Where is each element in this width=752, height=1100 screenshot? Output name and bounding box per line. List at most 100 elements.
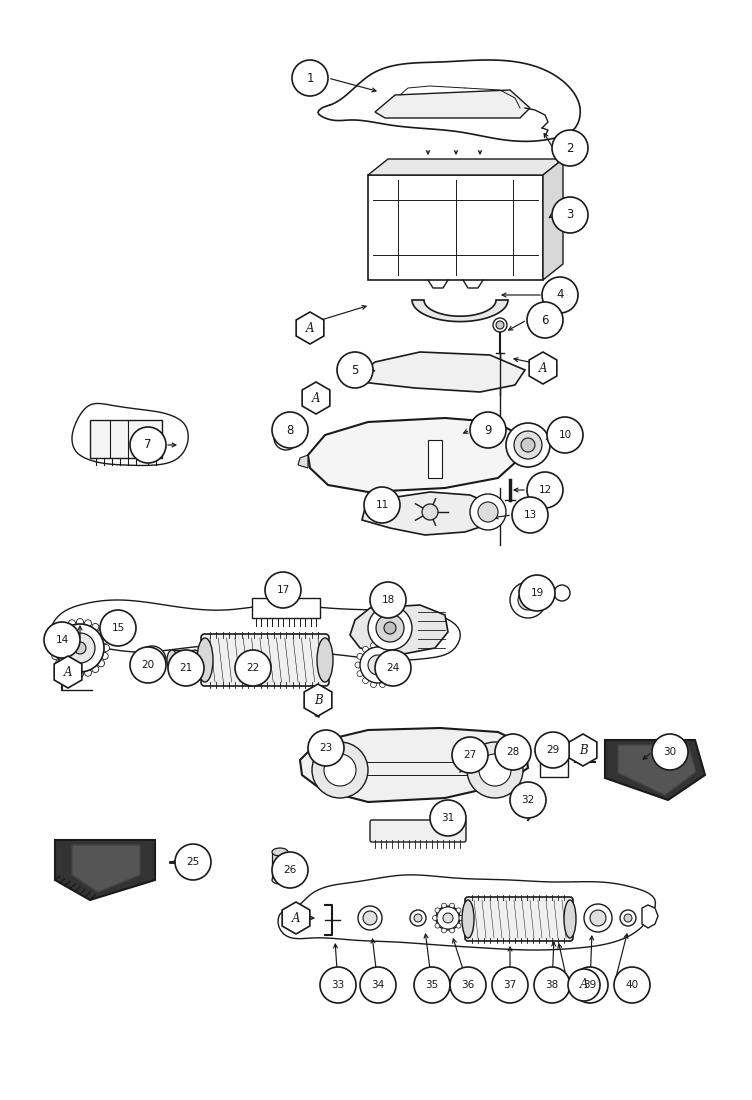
Circle shape: [274, 426, 298, 450]
Circle shape: [521, 438, 535, 452]
Circle shape: [68, 619, 75, 627]
Text: 37: 37: [503, 980, 517, 990]
Circle shape: [368, 654, 388, 675]
Circle shape: [395, 662, 401, 668]
Circle shape: [547, 417, 583, 453]
Circle shape: [441, 903, 447, 909]
Bar: [148, 656, 156, 664]
Circle shape: [506, 424, 550, 468]
Circle shape: [430, 800, 466, 836]
Circle shape: [44, 621, 80, 658]
Circle shape: [452, 737, 488, 773]
Circle shape: [414, 967, 450, 1003]
Circle shape: [512, 497, 548, 534]
Circle shape: [362, 678, 368, 683]
Circle shape: [368, 606, 412, 650]
Circle shape: [98, 629, 105, 636]
Circle shape: [324, 754, 356, 786]
Text: 30: 30: [663, 747, 677, 757]
Polygon shape: [304, 684, 332, 716]
Circle shape: [450, 967, 486, 1003]
Text: 34: 34: [371, 980, 384, 990]
Polygon shape: [362, 492, 500, 535]
Polygon shape: [278, 874, 656, 950]
Circle shape: [579, 759, 585, 764]
Circle shape: [393, 653, 399, 659]
Circle shape: [624, 914, 632, 922]
Circle shape: [312, 742, 368, 797]
Polygon shape: [368, 160, 563, 175]
Circle shape: [355, 662, 361, 668]
Circle shape: [387, 678, 393, 683]
Polygon shape: [350, 605, 448, 654]
Circle shape: [235, 650, 271, 686]
Circle shape: [360, 647, 396, 683]
Ellipse shape: [190, 650, 200, 670]
Circle shape: [432, 915, 438, 921]
Ellipse shape: [167, 650, 177, 670]
Circle shape: [50, 645, 57, 651]
Circle shape: [387, 647, 393, 652]
Circle shape: [138, 646, 166, 674]
Text: 39: 39: [584, 980, 596, 990]
Circle shape: [510, 582, 546, 618]
Circle shape: [527, 302, 563, 338]
Circle shape: [435, 923, 440, 928]
Circle shape: [92, 624, 99, 630]
Circle shape: [467, 742, 523, 797]
Circle shape: [450, 903, 454, 909]
Polygon shape: [55, 840, 155, 900]
Polygon shape: [375, 90, 530, 118]
Polygon shape: [300, 728, 528, 802]
Circle shape: [144, 652, 160, 668]
Circle shape: [380, 642, 386, 649]
Text: A: A: [64, 666, 72, 679]
Polygon shape: [282, 902, 310, 934]
Circle shape: [362, 647, 368, 652]
Circle shape: [92, 666, 99, 672]
Circle shape: [435, 908, 440, 913]
Circle shape: [272, 412, 308, 448]
Circle shape: [470, 494, 506, 530]
Circle shape: [527, 472, 563, 508]
Polygon shape: [298, 455, 308, 468]
Circle shape: [56, 629, 62, 636]
Circle shape: [584, 904, 612, 932]
Text: A: A: [538, 362, 547, 374]
Circle shape: [77, 618, 83, 626]
Circle shape: [364, 487, 400, 522]
Circle shape: [130, 427, 166, 463]
Text: 2: 2: [566, 142, 574, 154]
Polygon shape: [172, 650, 195, 670]
Text: A: A: [580, 979, 588, 991]
Circle shape: [308, 730, 344, 766]
Text: 12: 12: [538, 485, 552, 495]
FancyBboxPatch shape: [201, 634, 329, 686]
Circle shape: [68, 669, 75, 676]
Polygon shape: [529, 352, 557, 384]
Ellipse shape: [272, 848, 288, 856]
Text: 22: 22: [247, 663, 259, 673]
Text: 7: 7: [144, 439, 152, 451]
Circle shape: [384, 621, 396, 634]
Circle shape: [443, 913, 453, 923]
Text: 24: 24: [387, 663, 399, 673]
Circle shape: [552, 130, 588, 166]
Text: A: A: [292, 912, 300, 924]
Text: 32: 32: [521, 795, 535, 805]
Circle shape: [181, 858, 189, 866]
Circle shape: [371, 642, 377, 649]
Circle shape: [510, 782, 546, 818]
Polygon shape: [296, 312, 324, 344]
FancyBboxPatch shape: [370, 820, 466, 842]
Text: A: A: [306, 321, 314, 334]
Polygon shape: [412, 300, 508, 321]
Circle shape: [363, 911, 377, 925]
Circle shape: [337, 352, 373, 388]
Circle shape: [590, 910, 606, 926]
Circle shape: [479, 754, 511, 786]
Circle shape: [456, 923, 461, 928]
Text: 1: 1: [306, 72, 314, 85]
Circle shape: [535, 732, 571, 768]
Text: 19: 19: [530, 588, 544, 598]
